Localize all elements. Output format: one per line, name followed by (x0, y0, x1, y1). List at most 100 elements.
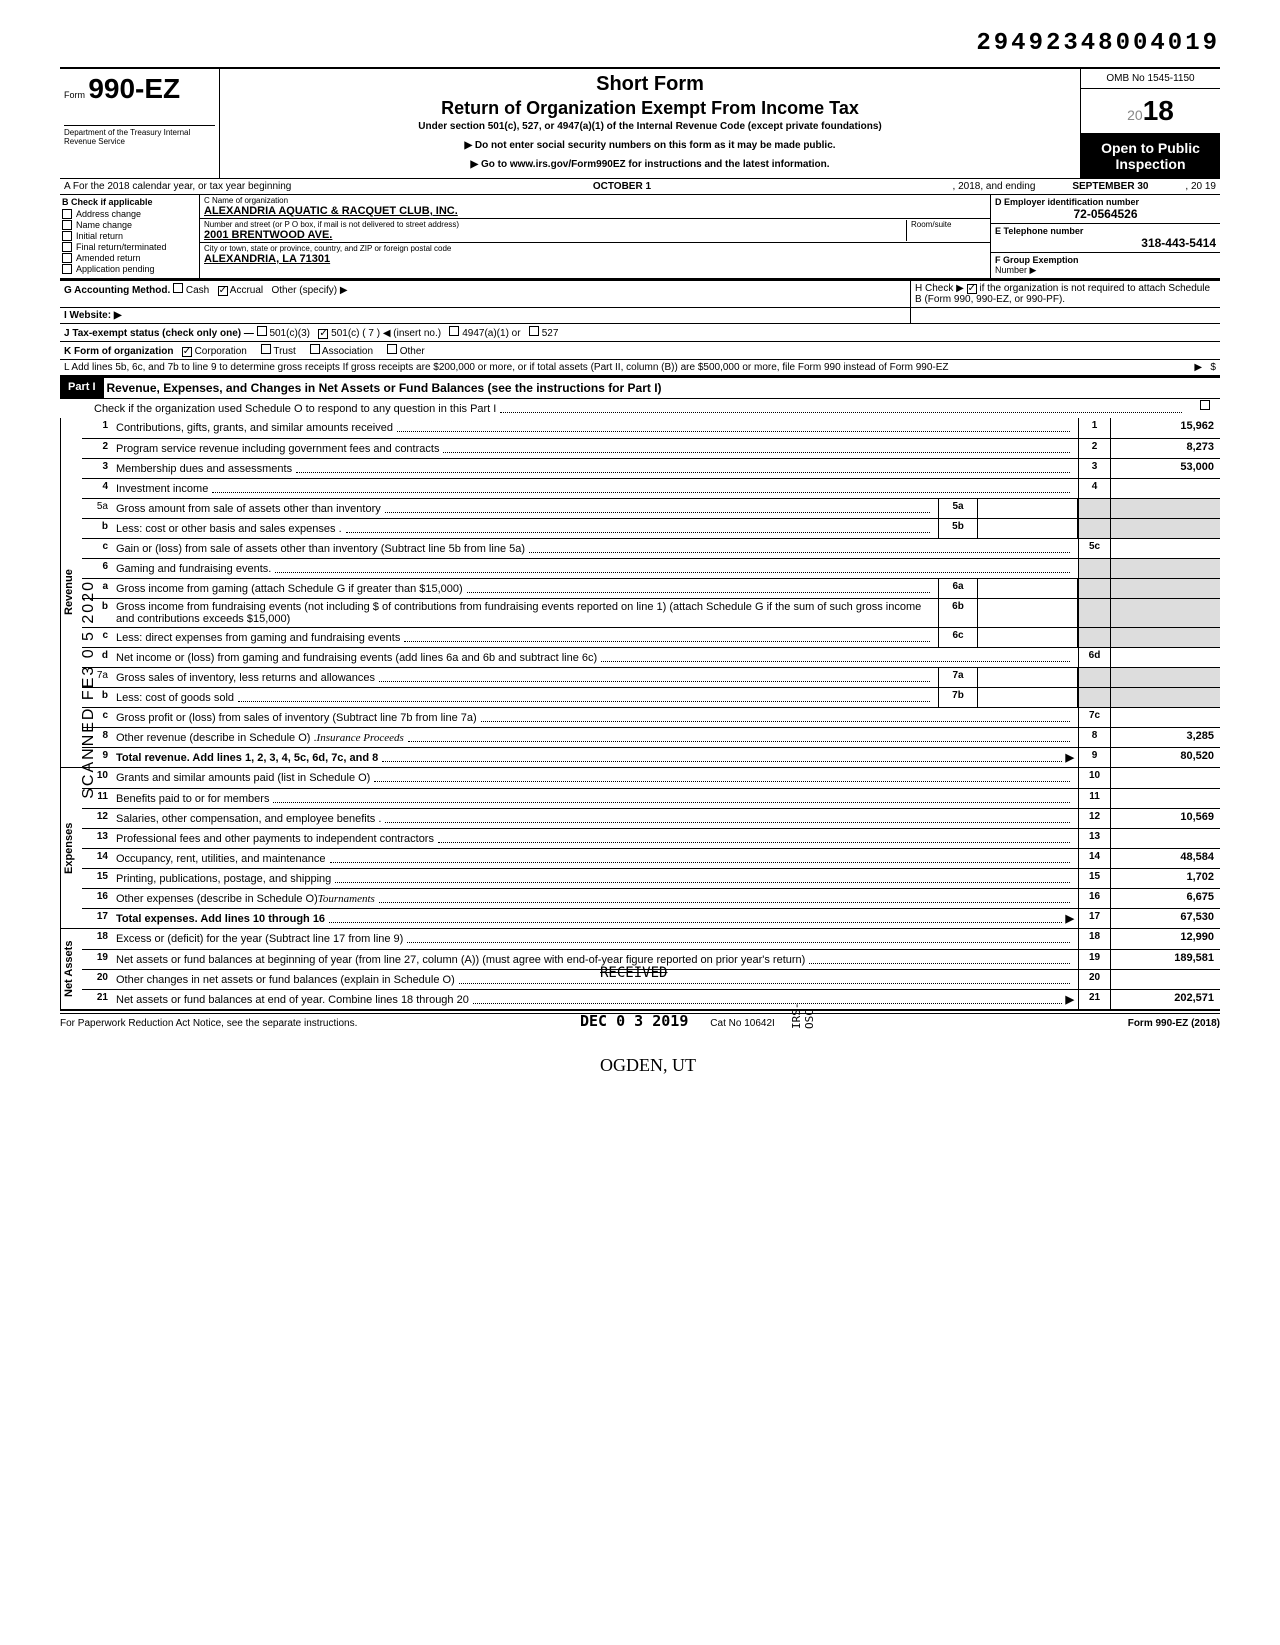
value-line-12: 10,569 (1110, 809, 1220, 828)
document-code: 29492348004019 (60, 30, 1220, 57)
title-return: Return of Organization Exempt From Incom… (228, 98, 1072, 119)
checkbox-initial-return[interactable] (62, 231, 72, 241)
phone: 318-443-5414 (995, 236, 1216, 250)
line-a-tax-year: A For the 2018 calendar year, or tax yea… (60, 178, 1220, 195)
value-line-17: 67,530 (1110, 909, 1220, 928)
omb-number: OMB No 1545-1150 (1081, 69, 1220, 89)
org-street: 2001 BRENTWOOD AVE. (204, 229, 906, 241)
value-line-1: 15,962 (1110, 418, 1220, 438)
line-4: 4Investment income4 (82, 478, 1220, 498)
netassets-label: Net Assets (60, 929, 82, 1009)
line-14: 14Occupancy, rent, utilities, and mainte… (82, 848, 1220, 868)
inspection-badge: Open to Public Inspection (1081, 134, 1220, 178)
value-line-3: 53,000 (1110, 459, 1220, 478)
revenue-label: Revenue (60, 418, 82, 767)
line-13: 13Professional fees and other payments t… (82, 828, 1220, 848)
line-11: 11Benefits paid to or for members11 (82, 788, 1220, 808)
checkbox-corp[interactable] (182, 347, 192, 357)
note-url: ▶ Go to www.irs.gov/Form990EZ for instru… (228, 159, 1072, 170)
value-line-14: 48,584 (1110, 849, 1220, 868)
line-b: bLess: cost of goods sold7b (82, 687, 1220, 707)
line-l: L Add lines 5b, 6c, and 7b to line 9 to … (60, 359, 1220, 377)
line-6: 6Gaming and fundraising events. (82, 558, 1220, 578)
checkbox-4947[interactable] (449, 326, 459, 336)
value-line-20 (1110, 970, 1220, 989)
value-line-d (1110, 648, 1220, 667)
checkbox-assoc[interactable] (310, 344, 320, 354)
line-1: 1Contributions, gifts, grants, and simil… (82, 418, 1220, 438)
checkbox-other-org[interactable] (387, 344, 397, 354)
value-line-4 (1110, 479, 1220, 498)
identity-section: B Check if applicable Address change Nam… (60, 195, 1220, 280)
stamp-received: RECEIVED (600, 965, 667, 981)
line-17: 17Total expenses. Add lines 10 through 1… (82, 908, 1220, 928)
checkbox-amended[interactable] (62, 253, 72, 263)
box-d-e-f: D Employer identification number 72-0564… (990, 195, 1220, 278)
expenses-section: Expenses 10Grants and similar amounts pa… (60, 768, 1220, 929)
value-line-c (1110, 539, 1220, 558)
ein: 72-0564526 (995, 207, 1216, 221)
line-12: 12Salaries, other compensation, and empl… (82, 808, 1220, 828)
line-8: 8Other revenue (describe in Schedule O) … (82, 727, 1220, 747)
value-line-13 (1110, 829, 1220, 848)
revenue-section: Revenue 1Contributions, gifts, grants, a… (60, 418, 1220, 768)
line-5a: 5aGross amount from sale of assets other… (82, 498, 1220, 518)
line-d: dNet income or (loss) from gaming and fu… (82, 647, 1220, 667)
tax-year: 2018 (1081, 89, 1220, 134)
checkbox-501c[interactable] (318, 329, 328, 339)
line-c: cGain or (loss) from sale of assets othe… (82, 538, 1220, 558)
line-c: cLess: direct expenses from gaming and f… (82, 627, 1220, 647)
box-c: C Name of organization ALEXANDRIA AQUATI… (200, 195, 990, 278)
line-3: 3Membership dues and assessments353,000 (82, 458, 1220, 478)
value-line-8: 3,285 (1110, 728, 1220, 747)
dept-label: Department of the Treasury Internal Reve… (64, 125, 215, 146)
stamp-date: DEC 0 3 2019 (580, 1012, 688, 1030)
handwritten-note: Insurance Proceeds (317, 732, 404, 744)
value-line-16: 6,675 (1110, 889, 1220, 908)
checkbox-pending[interactable] (62, 264, 72, 274)
stamp-ogden: OGDEN, UT (600, 1055, 696, 1076)
checkbox-schedule-o[interactable] (1200, 400, 1210, 410)
value-line-2: 8,273 (1110, 439, 1220, 458)
line-i: I Website: ▶ (60, 307, 1220, 323)
form-header: Form 990-EZ Department of the Treasury I… (60, 67, 1220, 178)
checkbox-527[interactable] (529, 326, 539, 336)
line-9: 9Total revenue. Add lines 1, 2, 3, 4, 5c… (82, 747, 1220, 767)
org-name: ALEXANDRIA AQUATIC & RACQUET CLUB, INC. (204, 205, 986, 217)
value-line-15: 1,702 (1110, 869, 1220, 888)
form-prefix: Form (64, 90, 85, 100)
expenses-label: Expenses (60, 768, 82, 928)
line-15: 15Printing, publications, postage, and s… (82, 868, 1220, 888)
checkbox-cash[interactable] (173, 283, 183, 293)
line-c: cGross profit or (loss) from sales of in… (82, 707, 1220, 727)
value-line-11 (1110, 789, 1220, 808)
line-7a: 7aGross sales of inventory, less returns… (82, 667, 1220, 687)
line-2: 2Program service revenue including gover… (82, 438, 1220, 458)
stamp-irs: IRS-OSC (790, 990, 816, 1029)
org-city: ALEXANDRIA, LA 71301 (204, 253, 986, 265)
form-number: 990-EZ (88, 73, 180, 104)
note-ssn: ▶ Do not enter social security numbers o… (228, 140, 1072, 151)
line-10: 10Grants and similar amounts paid (list … (82, 768, 1220, 788)
line-k: K Form of organization Corporation Trust… (60, 341, 1220, 359)
value-line-21: 202,571 (1110, 990, 1220, 1009)
checkbox-schedule-b[interactable] (967, 284, 977, 294)
checkbox-trust[interactable] (261, 344, 271, 354)
value-line-18: 12,990 (1110, 929, 1220, 949)
subtitle: Under section 501(c), 527, or 4947(a)(1)… (228, 121, 1072, 132)
line-a: aGross income from gaming (attach Schedu… (82, 578, 1220, 598)
scanned-stamp: SCANNED FE3 0 5 2020 (80, 580, 98, 799)
checkbox-501c3[interactable] (257, 326, 267, 336)
part-1-header: Part I Revenue, Expenses, and Changes in… (60, 377, 1220, 398)
checkbox-name-change[interactable] (62, 220, 72, 230)
value-line-c (1110, 708, 1220, 727)
line-j: J Tax-exempt status (check only one) — 5… (60, 323, 1220, 341)
line-18: 18Excess or (deficit) for the year (Subt… (82, 929, 1220, 949)
checkbox-address-change[interactable] (62, 209, 72, 219)
box-b: B Check if applicable Address change Nam… (60, 195, 200, 278)
value-line-10 (1110, 768, 1220, 788)
checkbox-accrual[interactable] (218, 286, 228, 296)
checkbox-final-return[interactable] (62, 242, 72, 252)
title-short-form: Short Form (228, 73, 1072, 96)
value-line-9: 80,520 (1110, 748, 1220, 767)
